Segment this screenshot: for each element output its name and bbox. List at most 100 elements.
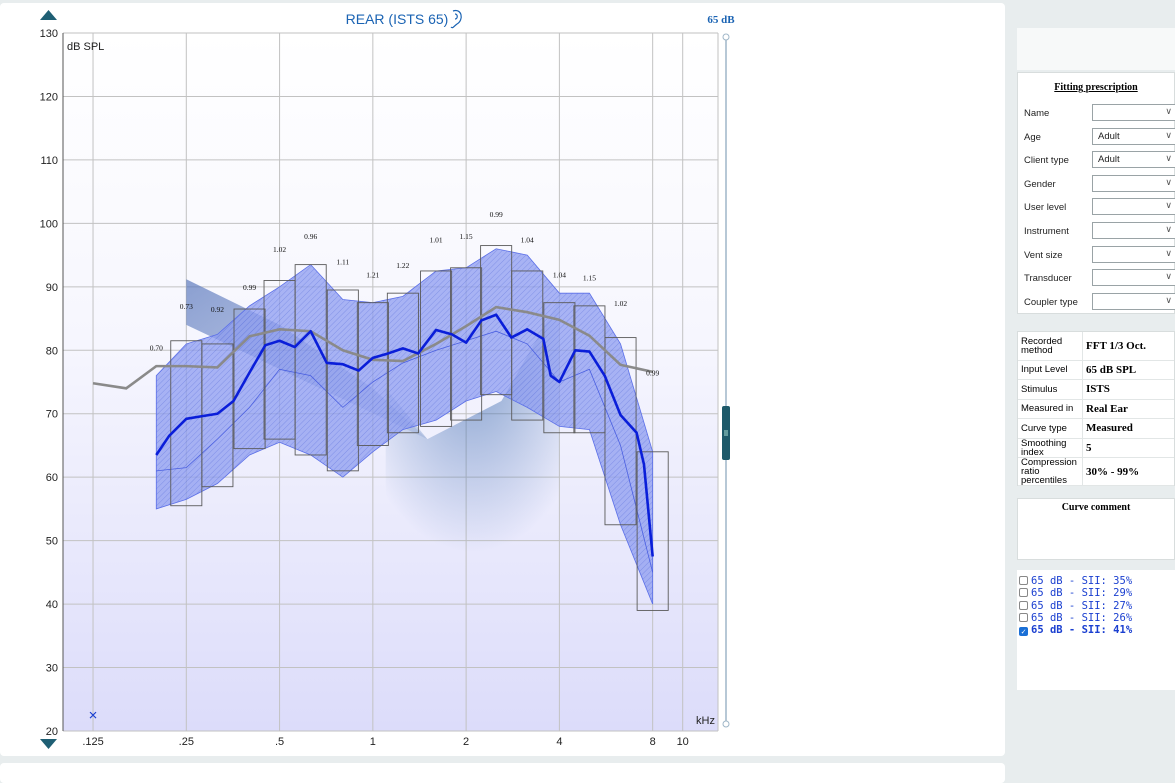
x-tick-label: 4 bbox=[556, 736, 562, 748]
info-label: Input Level bbox=[1018, 360, 1083, 380]
curve-label: 65 dB - SII: 27% bbox=[1031, 599, 1133, 612]
compression-ratio-label: 1.04 bbox=[521, 235, 534, 244]
rx-field-value: Adult bbox=[1098, 154, 1120, 166]
info-label: Compression ratio percentiles bbox=[1018, 457, 1083, 486]
compression-ratio-label: 1.22 bbox=[396, 261, 409, 270]
curve-list: 65 dB - SII: 35% 65 dB - SII: 29% 65 dB - … bbox=[1017, 570, 1175, 690]
checkbox-checked-icon[interactable]: ✓ bbox=[1019, 627, 1028, 637]
curve-list-item[interactable]: ✓ 65 dB - SII: 41% bbox=[1019, 624, 1132, 637]
y-tick-label: 120 bbox=[40, 91, 58, 103]
info-row: Recorded method FFT 1/3 Oct. bbox=[1018, 332, 1174, 361]
compression-ratio-label: 1.02 bbox=[614, 299, 627, 308]
response-graph[interactable]: 0.70 0.73 0.92 0.99 1.02 0.96 1.11 1.21 1.22 1.01… bbox=[0, 0, 1010, 760]
rx-field-dropdown[interactable]: ∨ bbox=[1092, 174, 1175, 192]
rx-field-label: Instrument bbox=[1024, 226, 1069, 237]
x-tick-label: .25 bbox=[179, 736, 194, 748]
side-header-area bbox=[1017, 28, 1175, 70]
y-tick-label: 90 bbox=[46, 282, 58, 294]
rx-field-user-level: User level ∨ bbox=[1024, 198, 1175, 218]
info-row: Curve type Measured bbox=[1018, 418, 1174, 439]
y-tick-label: 60 bbox=[46, 472, 58, 484]
curve-list-item[interactable]: 65 dB - SII: 27% bbox=[1019, 600, 1132, 612]
checkbox-icon[interactable] bbox=[1019, 612, 1028, 622]
compression-ratio-labels: 0.70 0.73 0.92 0.99 1.02 0.96 1.11 1.21 1.22 1.01… bbox=[150, 210, 660, 378]
rx-field-label: Transducer bbox=[1024, 273, 1072, 285]
measurement-info-table: Recorded method FFT 1/3 Oct. Input Level 65… bbox=[1018, 332, 1174, 486]
info-label: Stimulus bbox=[1018, 379, 1083, 400]
slider-top-stop bbox=[722, 33, 730, 41]
info-value: Measured bbox=[1082, 418, 1174, 439]
compression-ratio-label: 1.21 bbox=[366, 270, 379, 279]
curve-label: 65 dB - SII: 26% bbox=[1031, 611, 1133, 624]
rx-field-label: Coupler type bbox=[1024, 296, 1078, 308]
rx-field-dropdown[interactable]: ∨ bbox=[1092, 269, 1175, 287]
checkbox-icon[interactable] bbox=[1019, 576, 1028, 585]
curves bbox=[89, 305, 654, 719]
rx-field-dropdown[interactable]: ∨ bbox=[1092, 245, 1175, 263]
curve-list-item[interactable]: 65 dB - SII: 29% bbox=[1019, 587, 1132, 599]
rx-field-name: Name ∨ bbox=[1024, 104, 1175, 124]
rx-field-instrument: Instrument ∨ bbox=[1024, 222, 1175, 242]
rx-field-vent-size: Vent size ∨ bbox=[1024, 245, 1175, 266]
curve-comment-title: Curve comment bbox=[1061, 502, 1131, 513]
info-label: Smoothing index bbox=[1018, 438, 1083, 458]
triangle-down-icon[interactable] bbox=[40, 739, 57, 749]
x-tick-label: .125 bbox=[82, 736, 103, 748]
curve-comment-panel[interactable]: Curve comment bbox=[1017, 498, 1175, 560]
y-tick-label: 40 bbox=[46, 599, 58, 611]
info-value: 5 bbox=[1082, 438, 1174, 458]
compression-ratio-label: 0.96 bbox=[304, 232, 317, 241]
curve-list-item[interactable]: 65 dB - SII: 26% bbox=[1019, 612, 1132, 624]
rx-field-dropdown[interactable]: Adult ∨ bbox=[1092, 127, 1175, 145]
x-unit-label: kHz bbox=[696, 715, 715, 727]
y-tick-label: 80 bbox=[46, 345, 58, 357]
chevron-down-icon: ∨ bbox=[1165, 176, 1172, 187]
percentile-box bbox=[233, 308, 266, 450]
curve-label: 65 dB - SII: 29% bbox=[1031, 587, 1133, 600]
rx-field-label: User level bbox=[1024, 202, 1067, 214]
percentile-box bbox=[636, 451, 669, 611]
rx-field-dropdown[interactable]: ∨ bbox=[1092, 292, 1175, 310]
info-value: Real Ear bbox=[1082, 399, 1174, 419]
percentile-box bbox=[326, 289, 359, 472]
compression-ratio-label: 0.70 bbox=[150, 343, 163, 352]
compression-ratio-label: 1.11 bbox=[336, 258, 349, 267]
compression-ratio-label: 1.04 bbox=[553, 270, 566, 279]
chevron-down-icon: ∨ bbox=[1165, 224, 1172, 234]
percentile-box bbox=[386, 292, 419, 434]
info-row: Measured in Real Ear bbox=[1018, 399, 1174, 419]
curve-list-item[interactable]: 65 dB - SII: 35% bbox=[1019, 575, 1132, 587]
compression-ratio-label: 0.99 bbox=[243, 283, 256, 292]
measured-curve bbox=[155, 313, 654, 557]
x-tick-label: 1 bbox=[370, 736, 376, 748]
info-row: Compression ratio percentiles 30% - 99% bbox=[1018, 457, 1174, 486]
x-tick-label: .5 bbox=[275, 736, 284, 748]
rx-field-gender: Gender ∨ bbox=[1024, 174, 1175, 195]
shade-area bbox=[385, 299, 560, 567]
rx-field-dropdown[interactable]: Adult ∨ bbox=[1092, 151, 1175, 169]
chevron-down-icon: ∨ bbox=[1165, 200, 1172, 211]
triangle-up-icon[interactable] bbox=[40, 10, 57, 20]
y-tick-label: 30 bbox=[46, 663, 58, 675]
info-value: 30% - 99% bbox=[1082, 457, 1174, 486]
rx-field-label: Client type bbox=[1024, 155, 1069, 167]
chevron-down-icon: ∨ bbox=[1165, 294, 1172, 305]
y-unit-label: dB SPL bbox=[67, 41, 104, 53]
compression-ratio-label: 0.99 bbox=[490, 210, 503, 219]
percentile-band bbox=[155, 248, 654, 605]
rx-field-dropdown[interactable]: ∨ bbox=[1092, 104, 1175, 121]
unaided-marker bbox=[89, 711, 97, 719]
checkbox-icon[interactable] bbox=[1019, 588, 1028, 598]
info-label: Recorded method bbox=[1018, 332, 1083, 361]
rx-field-dropdown[interactable]: ∨ bbox=[1092, 198, 1175, 216]
y-tick-label: 70 bbox=[46, 409, 58, 421]
bottom-panel bbox=[0, 763, 1005, 783]
axis-ticks: 20 30 40 50 60 70 80 90 100 110 120 130 .125 .25 .5 1 2 4… bbox=[40, 28, 689, 748]
info-label: Curve type bbox=[1018, 418, 1083, 439]
rx-field-dropdown[interactable]: ∨ bbox=[1092, 222, 1175, 239]
fitting-prescription-title: Fitting prescription bbox=[1054, 82, 1138, 93]
percentile-band-area bbox=[155, 248, 654, 605]
y-tick-label: 50 bbox=[46, 536, 58, 548]
checkbox-icon[interactable] bbox=[1019, 600, 1028, 610]
chevron-down-icon: ∨ bbox=[1165, 106, 1172, 116]
